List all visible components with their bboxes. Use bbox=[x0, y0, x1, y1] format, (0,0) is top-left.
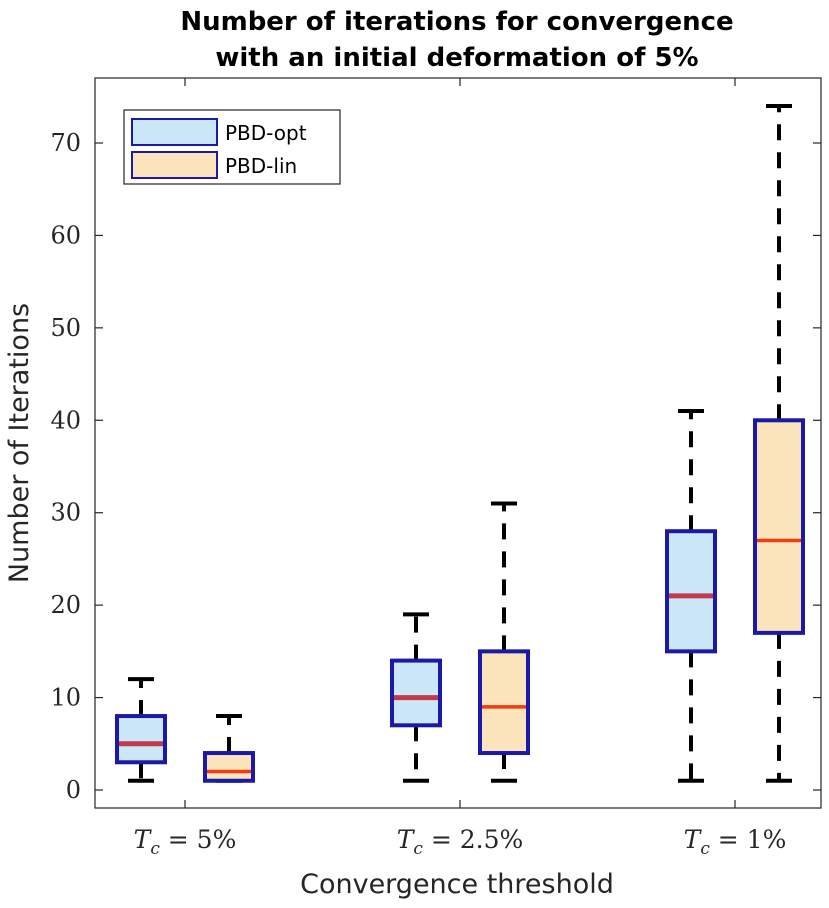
y-tick-label: 20 bbox=[50, 591, 81, 619]
x-axis-ticks: Tc = 5% Tc = 2.5% Tc = 1% bbox=[134, 78, 787, 859]
box-pbd-opt-2 bbox=[390, 612, 442, 783]
x-category-label: Tc = 1% bbox=[684, 825, 787, 859]
y-tick-label: 30 bbox=[50, 499, 81, 527]
legend-label-pbd-opt: PBD-opt bbox=[225, 121, 307, 145]
iqr-box bbox=[203, 751, 255, 783]
box-pbd-opt-3 bbox=[665, 409, 717, 783]
y-tick-label: 50 bbox=[50, 314, 81, 342]
legend-swatch-pbd-opt bbox=[131, 118, 218, 146]
y-tick-label: 0 bbox=[66, 776, 81, 804]
box-pbd-lin-3 bbox=[753, 104, 805, 783]
iqr-box bbox=[478, 649, 530, 756]
iqr-box bbox=[115, 714, 167, 765]
x-category-label: Tc = 5% bbox=[134, 825, 237, 859]
box-pbd-lin-1 bbox=[203, 714, 255, 783]
y-tick-label: 10 bbox=[50, 684, 81, 712]
box-series bbox=[115, 104, 805, 783]
plot-area bbox=[94, 77, 822, 809]
legend-swatch-pbd-lin bbox=[131, 151, 218, 179]
box-pbd-opt-1 bbox=[115, 677, 167, 783]
box-pbd-lin-2 bbox=[478, 501, 530, 783]
y-axis-ticks: 0 10 20 30 40 50 60 70 bbox=[50, 129, 821, 804]
y-tick-label: 70 bbox=[50, 129, 81, 157]
y-axis-label: Number of Iterations bbox=[4, 303, 35, 583]
legend-label-pbd-lin: PBD-lin bbox=[225, 154, 297, 178]
iqr-box bbox=[390, 658, 442, 728]
iqr-box bbox=[753, 418, 805, 635]
y-tick-label: 40 bbox=[50, 406, 81, 434]
x-category-label: Tc = 2.5% bbox=[397, 825, 524, 859]
chart-title-line-2: with an initial deformation of 5% bbox=[215, 43, 698, 73]
legend: PBD-opt PBD-lin bbox=[123, 109, 341, 185]
iqr-box bbox=[665, 529, 717, 654]
y-tick-label: 60 bbox=[50, 221, 81, 249]
x-axis-label: Convergence threshold bbox=[300, 869, 614, 900]
chart-title-line-1: Number of iterations for convergence bbox=[180, 7, 733, 37]
